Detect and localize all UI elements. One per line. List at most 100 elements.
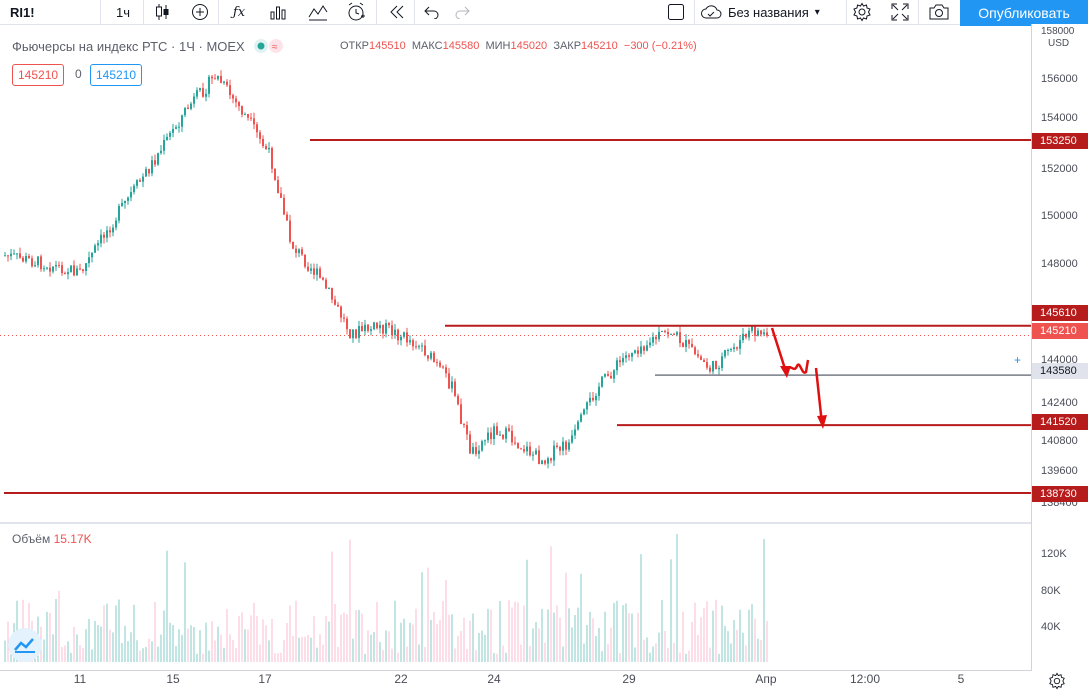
drawn-arrows[interactable]: + bbox=[770, 327, 1021, 429]
alert-icon[interactable] bbox=[338, 0, 374, 24]
volume-bar bbox=[97, 624, 99, 662]
volume-bar bbox=[484, 634, 486, 662]
candle-body bbox=[637, 350, 639, 354]
volume-bar bbox=[757, 638, 759, 662]
volume-bar bbox=[406, 646, 408, 662]
volume-bar bbox=[277, 653, 279, 662]
candle-body bbox=[562, 441, 564, 451]
volume-bar bbox=[469, 620, 471, 662]
volume-bar bbox=[169, 622, 171, 662]
candle-body bbox=[634, 350, 636, 353]
candle-body bbox=[619, 360, 621, 363]
buy-button[interactable]: 145210 bbox=[90, 64, 143, 86]
volume-bar bbox=[256, 616, 258, 662]
axis-settings-gear-icon[interactable] bbox=[1048, 672, 1066, 695]
candle-body bbox=[397, 329, 399, 341]
candle-body bbox=[313, 268, 315, 275]
candle-body bbox=[526, 446, 528, 452]
candle-body bbox=[586, 402, 588, 410]
time-tick: 29 bbox=[622, 672, 636, 686]
volume-bar bbox=[46, 611, 48, 662]
volume-bar bbox=[640, 554, 642, 662]
candle-body bbox=[355, 329, 357, 338]
interval-button[interactable]: 1ч bbox=[103, 0, 143, 24]
volume-bar bbox=[490, 609, 492, 662]
volume-bar bbox=[634, 647, 636, 662]
candle-body bbox=[697, 354, 699, 357]
candle-body bbox=[664, 330, 666, 332]
horizontal-levels[interactable] bbox=[4, 139, 1031, 494]
volume-bar bbox=[565, 572, 567, 662]
candle-body bbox=[91, 252, 93, 258]
redo-icon[interactable] bbox=[447, 0, 477, 24]
candle-body bbox=[499, 434, 501, 436]
candle-body bbox=[514, 442, 516, 444]
volume-bar bbox=[199, 630, 201, 662]
compare-icon[interactable] bbox=[260, 0, 296, 24]
volume-bar bbox=[589, 611, 591, 662]
forecast-scribble[interactable] bbox=[784, 359, 810, 374]
settings-gear-icon[interactable] bbox=[848, 0, 876, 24]
candle-body bbox=[115, 220, 117, 228]
candle-body bbox=[256, 124, 258, 133]
candles-icon[interactable] bbox=[145, 0, 179, 24]
symbol-legend[interactable]: Фьючерсы на индекс РТС · 1Ч · MOEX ≈ bbox=[12, 38, 284, 57]
publish-button[interactable]: Опубликовать bbox=[960, 0, 1088, 26]
forecast-arrow-1[interactable] bbox=[770, 327, 788, 373]
crosshair-plus-icon[interactable]: + bbox=[1014, 353, 1021, 367]
volume-bar bbox=[142, 648, 144, 662]
volume-bar bbox=[157, 646, 159, 662]
price-axis[interactable] bbox=[1031, 24, 1088, 671]
volume-bar bbox=[166, 550, 168, 662]
volume-bar bbox=[370, 634, 372, 662]
volume-bar bbox=[82, 648, 84, 662]
candle-body bbox=[247, 114, 249, 118]
candle-body bbox=[550, 458, 552, 461]
forecast-arrow-2[interactable] bbox=[814, 367, 824, 425]
candle-body bbox=[184, 107, 186, 116]
volume-bar bbox=[586, 624, 588, 662]
price-tick: 158000 bbox=[1041, 26, 1075, 37]
undo-icon[interactable] bbox=[417, 0, 447, 24]
candle-body bbox=[475, 447, 477, 454]
candle-body bbox=[625, 355, 627, 358]
volume-bar bbox=[415, 608, 417, 662]
candle-body bbox=[394, 329, 396, 336]
volume-bar bbox=[478, 632, 480, 662]
layout-menu[interactable]: Без названия ▾ bbox=[700, 0, 846, 24]
select-box-icon[interactable] bbox=[662, 0, 690, 24]
templates-icon[interactable] bbox=[300, 0, 336, 24]
volume-bar bbox=[733, 620, 735, 662]
volume-bar bbox=[271, 619, 273, 662]
symbol-search[interactable]: RI1! bbox=[2, 0, 54, 24]
candle-body bbox=[196, 90, 198, 97]
volume-bar bbox=[409, 622, 411, 662]
volume-legend[interactable]: Объём 15.17K bbox=[12, 532, 92, 546]
volume-bar bbox=[433, 611, 435, 662]
add-indicator-icon[interactable] bbox=[183, 0, 217, 24]
level-tag[interactable]: 138730 bbox=[1032, 486, 1088, 502]
snapshot-camera-icon[interactable] bbox=[924, 0, 954, 24]
candle-body bbox=[232, 95, 234, 99]
pane-separator[interactable] bbox=[0, 522, 1031, 524]
price-candles bbox=[0, 70, 1031, 469]
fullscreen-icon[interactable] bbox=[886, 0, 914, 24]
candle-body bbox=[187, 107, 189, 109]
replay-icon[interactable] bbox=[380, 0, 414, 24]
candle-body bbox=[577, 421, 579, 430]
level-tag[interactable]: 143580 bbox=[1032, 363, 1088, 379]
candle-body bbox=[25, 255, 27, 262]
volume-bar bbox=[451, 614, 453, 662]
candle-body bbox=[523, 449, 525, 452]
volume-bar bbox=[436, 624, 438, 662]
tradingview-logo[interactable] bbox=[8, 628, 42, 662]
volume-bar bbox=[130, 632, 132, 662]
level-tag[interactable]: 153250 bbox=[1032, 133, 1088, 149]
indicators-fx-icon[interactable]: ƒx bbox=[232, 4, 246, 20]
level-tag[interactable]: 145610 bbox=[1032, 305, 1088, 321]
volume-bar bbox=[205, 622, 207, 662]
sell-button[interactable]: 145210 bbox=[12, 64, 65, 86]
candle-body bbox=[604, 373, 606, 377]
level-tag[interactable]: 141520 bbox=[1032, 414, 1088, 430]
